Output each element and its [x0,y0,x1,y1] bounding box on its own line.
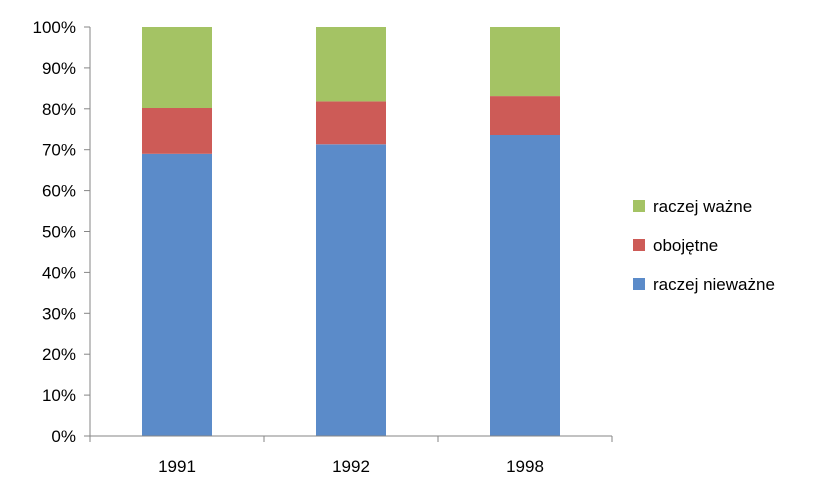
y-tick-label: 60% [42,182,76,201]
bar-segment-1991-1 [142,108,212,154]
bar-segment-1998-2 [490,27,560,97]
y-tick-label: 50% [42,223,76,242]
bar-segment-1991-2 [142,27,212,108]
y-tick-label: 20% [42,345,76,364]
x-tick-label: 1992 [332,457,370,476]
legend-label: raczej ważne [653,197,752,216]
legend-label: obojętne [653,236,718,255]
bar-segment-1992-1 [316,101,386,145]
y-tick-label: 40% [42,263,76,282]
y-tick-label: 90% [42,59,76,78]
y-tick-label: 30% [42,304,76,323]
y-tick-label: 0% [51,427,76,446]
legend-swatch [633,200,645,212]
bar-segment-1998-1 [490,96,560,135]
legend: raczej ważne obojętne raczej nieważne [633,197,775,294]
bar-segment-1992-0 [316,144,386,436]
bar-segment-1991-0 [142,153,212,437]
x-tick-label: 1998 [506,457,544,476]
y-tick-label: 10% [42,386,76,405]
legend-swatch [633,239,645,251]
bar-segment-1992-2 [316,27,386,102]
legend-swatch [633,278,645,290]
bar-segment-1998-0 [490,135,560,436]
x-tick-label: 1991 [158,457,196,476]
y-tick-label: 100% [33,18,76,37]
legend-label: raczej nieważne [653,275,775,294]
plot-area: 1991 1992 1998 0% 10% 20% 30% 40% 50% 60% 70% 80% 90… [33,18,613,476]
y-tick-label: 70% [42,141,76,160]
y-tick-label: 80% [42,100,76,119]
